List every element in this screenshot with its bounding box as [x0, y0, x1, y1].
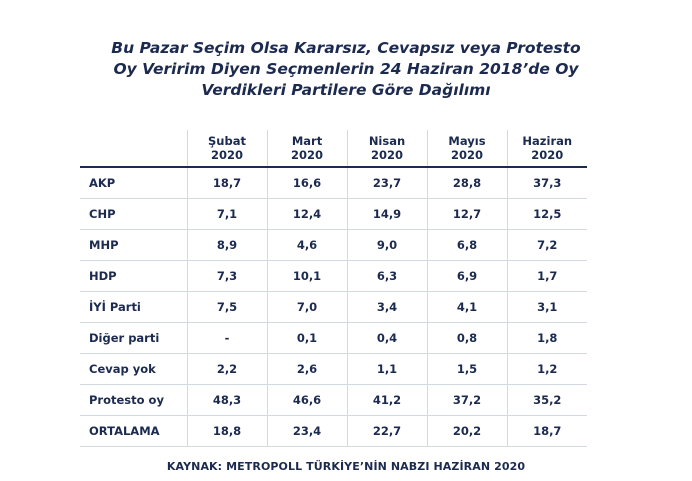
- column-header-year: 2020: [531, 148, 564, 162]
- value-cell: 4,1: [427, 291, 508, 323]
- value-cell: 0,8: [427, 322, 508, 354]
- table-body: AKP 18,7 16,6 23,7 28,8 37,3 CHP 7,1 12,4 14,9 12,…: [80, 167, 587, 447]
- source-note: KAYNAK: METROPOLL TÜRKİYE’NİN NABZI HAZİ…: [166, 460, 526, 473]
- column-header: Mayıs 2020: [427, 130, 508, 168]
- value-cell: 18,7: [507, 415, 587, 447]
- table-row: HDP 7,3 10,1 6,3 6,9 1,7: [80, 260, 587, 292]
- row-label: AKP: [80, 167, 188, 199]
- column-header-year: 2020: [450, 148, 483, 162]
- value-cell: 18,7: [187, 167, 268, 199]
- value-cell: -: [187, 322, 268, 354]
- chart-title-line-3: Verdikleri Partilere Göre Dağılımı: [201, 81, 491, 99]
- value-cell: 35,2: [507, 384, 587, 416]
- value-cell: 4,6: [267, 229, 348, 261]
- table-row: Cevap yok 2,2 2,6 1,1 1,5 1,2: [80, 353, 587, 385]
- value-cell: 12,7: [427, 198, 508, 230]
- value-cell: 10,1: [267, 260, 348, 292]
- column-header-year: 2020: [210, 148, 243, 162]
- value-cell: 37,3: [507, 167, 587, 199]
- column-header: Nisan 2020: [347, 130, 428, 168]
- chart-title-line-1: Bu Pazar Seçim Olsa Kararsız, Cevapsız v…: [111, 39, 581, 57]
- value-cell: 46,6: [267, 384, 348, 416]
- value-cell: 12,5: [507, 198, 587, 230]
- table-row: CHP 7,1 12,4 14,9 12,7 12,5: [80, 198, 587, 230]
- table-row: Protesto oy 48,3 46,6 41,2 37,2 35,2: [80, 384, 587, 416]
- value-cell: 7,2: [507, 229, 587, 261]
- table-row: ORTALAMA 18,8 23,4 22,7 20,2 18,7: [80, 415, 587, 447]
- value-cell: 23,7: [347, 167, 428, 199]
- value-cell: 6,3: [347, 260, 428, 292]
- results-table: Şubat 2020 Mart 2020 Nisan 2020 Mayıs 2020 Hazir…: [80, 130, 587, 447]
- value-cell: 0,4: [347, 322, 428, 354]
- value-cell: 9,0: [347, 229, 428, 261]
- column-header-month: Mayıs: [448, 134, 486, 148]
- row-label: Cevap yok: [80, 353, 188, 385]
- column-header-year: 2020: [370, 148, 403, 162]
- value-cell: 1,1: [347, 353, 428, 385]
- value-cell: 0,1: [267, 322, 348, 354]
- value-cell: 3,1: [507, 291, 587, 323]
- header-row: Şubat 2020 Mart 2020 Nisan 2020 Mayıs 2020 Hazir…: [80, 130, 587, 168]
- value-cell: 37,2: [427, 384, 508, 416]
- value-cell: 8,9: [187, 229, 268, 261]
- value-cell: 22,7: [347, 415, 428, 447]
- value-cell: 7,5: [187, 291, 268, 323]
- table-row: MHP 8,9 4,6 9,0 6,8 7,2: [80, 229, 587, 261]
- table-row: AKP 18,7 16,6 23,7 28,8 37,3: [80, 167, 587, 199]
- row-label: İYİ Parti: [80, 291, 188, 323]
- value-cell: 7,3: [187, 260, 268, 292]
- column-header: Şubat 2020: [187, 130, 268, 168]
- table-row: İYİ Parti 7,5 7,0 3,4 4,1 3,1: [80, 291, 587, 323]
- value-cell: 7,1: [187, 198, 268, 230]
- value-cell: 12,4: [267, 198, 348, 230]
- row-label: Diğer parti: [80, 322, 188, 354]
- value-cell: 7,0: [267, 291, 348, 323]
- value-cell: 2,2: [187, 353, 268, 385]
- column-header-year: 2020: [290, 148, 323, 162]
- value-cell: 48,3: [187, 384, 268, 416]
- value-cell: 3,4: [347, 291, 428, 323]
- column-header: Haziran 2020: [507, 130, 587, 168]
- value-cell: 2,6: [267, 353, 348, 385]
- column-header-month: Mart: [291, 134, 323, 148]
- row-label: HDP: [80, 260, 188, 292]
- chart-title: Bu Pazar Seçim Olsa Kararsız, Cevapsız v…: [0, 38, 692, 101]
- value-cell: 1,8: [507, 322, 587, 354]
- value-cell: 20,2: [427, 415, 508, 447]
- column-header-month: Haziran: [522, 134, 573, 148]
- chart-title-line-2: Oy Veririm Diyen Seçmenlerin 24 Haziran …: [113, 60, 579, 78]
- row-label: CHP: [80, 198, 188, 230]
- value-cell: 28,8: [427, 167, 508, 199]
- value-cell: 1,7: [507, 260, 587, 292]
- row-label: Protesto oy: [80, 384, 188, 416]
- header-corner-cell: [80, 130, 188, 168]
- column-header-month: Nisan: [368, 134, 406, 148]
- row-label: MHP: [80, 229, 188, 261]
- value-cell: 18,8: [187, 415, 268, 447]
- value-cell: 41,2: [347, 384, 428, 416]
- row-label: ORTALAMA: [80, 415, 188, 447]
- value-cell: 6,8: [427, 229, 508, 261]
- value-cell: 1,2: [507, 353, 587, 385]
- value-cell: 16,6: [267, 167, 348, 199]
- table-header: Şubat 2020 Mart 2020 Nisan 2020 Mayıs 2020 Hazir…: [80, 130, 587, 168]
- value-cell: 14,9: [347, 198, 428, 230]
- value-cell: 6,9: [427, 260, 508, 292]
- column-header: Mart 2020: [267, 130, 348, 168]
- table-row: Diğer parti -0,1 0,4 0,8 1,8: [80, 322, 587, 354]
- value-cell: 1,5: [427, 353, 508, 385]
- value-cell: 23,4: [267, 415, 348, 447]
- column-header-month: Şubat: [208, 134, 246, 148]
